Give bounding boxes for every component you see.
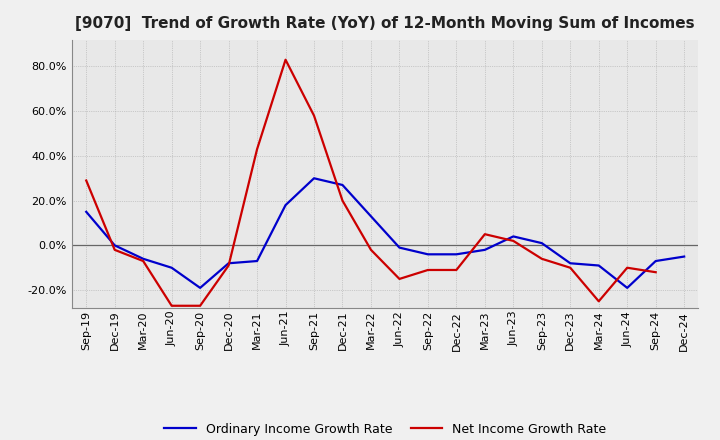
Line: Net Income Growth Rate: Net Income Growth Rate (86, 60, 656, 306)
Ordinary Income Growth Rate (595, 263, 603, 268)
Net Income Growth Rate (395, 276, 404, 282)
Net Income Growth Rate (480, 231, 489, 237)
Line: Ordinary Income Growth Rate: Ordinary Income Growth Rate (86, 178, 684, 288)
Net Income Growth Rate (509, 238, 518, 244)
Net Income Growth Rate (110, 247, 119, 253)
Ordinary Income Growth Rate (537, 241, 546, 246)
Title: [9070]  Trend of Growth Rate (YoY) of 12-Month Moving Sum of Incomes: [9070] Trend of Growth Rate (YoY) of 12-… (76, 16, 695, 32)
Ordinary Income Growth Rate (652, 258, 660, 264)
Net Income Growth Rate (82, 178, 91, 183)
Ordinary Income Growth Rate (253, 258, 261, 264)
Ordinary Income Growth Rate (452, 252, 461, 257)
Ordinary Income Growth Rate (110, 243, 119, 248)
Net Income Growth Rate (196, 303, 204, 308)
Net Income Growth Rate (623, 265, 631, 270)
Ordinary Income Growth Rate (566, 260, 575, 266)
Net Income Growth Rate (282, 57, 290, 62)
Net Income Growth Rate (310, 113, 318, 118)
Ordinary Income Growth Rate (139, 256, 148, 261)
Legend: Ordinary Income Growth Rate, Net Income Growth Rate: Ordinary Income Growth Rate, Net Income … (159, 418, 611, 440)
Net Income Growth Rate (652, 270, 660, 275)
Ordinary Income Growth Rate (680, 254, 688, 259)
Net Income Growth Rate (139, 258, 148, 264)
Net Income Growth Rate (423, 268, 432, 273)
Ordinary Income Growth Rate (196, 285, 204, 290)
Net Income Growth Rate (452, 268, 461, 273)
Ordinary Income Growth Rate (623, 285, 631, 290)
Ordinary Income Growth Rate (423, 252, 432, 257)
Net Income Growth Rate (595, 299, 603, 304)
Net Income Growth Rate (366, 247, 375, 253)
Ordinary Income Growth Rate (509, 234, 518, 239)
Ordinary Income Growth Rate (310, 176, 318, 181)
Net Income Growth Rate (537, 256, 546, 261)
Net Income Growth Rate (338, 198, 347, 203)
Net Income Growth Rate (167, 303, 176, 308)
Ordinary Income Growth Rate (366, 214, 375, 219)
Ordinary Income Growth Rate (338, 182, 347, 187)
Ordinary Income Growth Rate (282, 202, 290, 208)
Ordinary Income Growth Rate (225, 260, 233, 266)
Ordinary Income Growth Rate (395, 245, 404, 250)
Ordinary Income Growth Rate (82, 209, 91, 214)
Ordinary Income Growth Rate (480, 247, 489, 253)
Net Income Growth Rate (566, 265, 575, 270)
Net Income Growth Rate (225, 263, 233, 268)
Ordinary Income Growth Rate (167, 265, 176, 270)
Net Income Growth Rate (253, 147, 261, 152)
